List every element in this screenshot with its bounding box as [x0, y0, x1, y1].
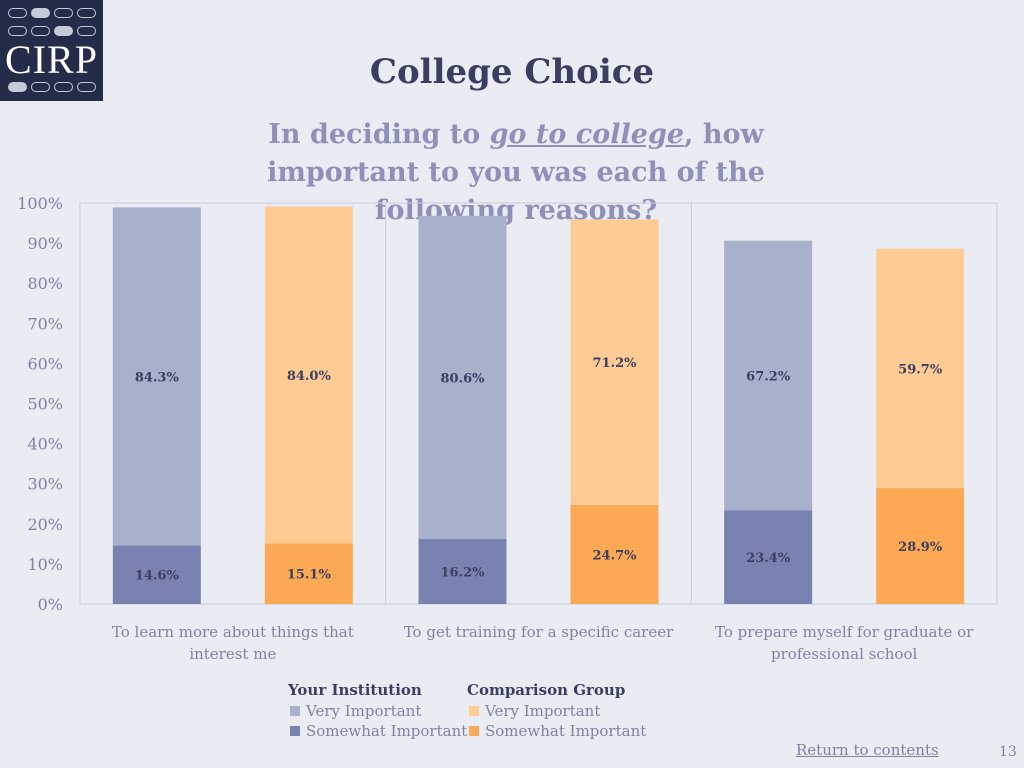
legend-inst-very: Very Important [290, 702, 421, 720]
stacked-bar-chart: 0% 10% 20% 30% 40% 50% 60% 70% 80% 90% 100% 14.6% 84… [17, 194, 998, 663]
legend-comp-very: Very Important [469, 702, 600, 720]
comp-very-swatch [469, 706, 479, 716]
category-label-line: professional school [771, 645, 917, 663]
bar-very-important [724, 240, 813, 511]
logo-text: CIRP [5, 37, 98, 82]
y-tick-label: 10% [27, 555, 63, 574]
data-label-somewhat: 15.1% [287, 568, 332, 583]
bar-very-important [264, 206, 353, 544]
category-label-line: To prepare myself for graduate or [715, 623, 974, 641]
y-tick-label: 40% [27, 435, 63, 454]
data-label-somewhat: 23.4% [746, 551, 791, 566]
bar-somewhat-important [570, 504, 659, 604]
y-tick-label: 100% [17, 194, 63, 213]
data-label-very: 59.7% [898, 362, 943, 377]
bar-very-important [112, 207, 201, 546]
legend-inst-somewhat-label: Somewhat Important [306, 722, 468, 740]
y-tick-label: 60% [27, 354, 63, 373]
data-label-somewhat: 24.7% [592, 548, 637, 563]
bar-very-important [876, 248, 965, 489]
legend-comparison-title: Comparison Group [467, 681, 626, 699]
inst-very-swatch [290, 706, 300, 716]
category-label-line: To learn more about things that [112, 623, 354, 641]
page-number: 13 [999, 744, 1017, 760]
y-tick-label: 90% [27, 234, 63, 253]
subtitle-emphasis: go to college [489, 119, 685, 150]
inst-somewhat-swatch [290, 726, 300, 736]
comp-somewhat-swatch [469, 726, 479, 736]
y-tick-label: 50% [27, 395, 63, 414]
legend-inst-very-label: Very Important [306, 702, 422, 720]
legend-inst-somewhat: Somewhat Important [290, 722, 467, 740]
category-label: To learn more about things that interest … [112, 623, 354, 663]
data-label-very: 67.2% [746, 369, 791, 384]
bar-somewhat-important [724, 510, 813, 604]
bar-very-important [570, 219, 659, 505]
y-tick-label: 30% [27, 475, 63, 494]
cirp-logo: CIRP [0, 0, 103, 101]
y-tick-label: 70% [27, 314, 63, 333]
bar-very-important [418, 215, 507, 540]
category-label: To get training for a specific career [404, 623, 674, 641]
page-title: College Choice [369, 52, 655, 92]
y-tick-label: 80% [27, 274, 63, 293]
y-tick-label: 20% [27, 515, 63, 534]
legend-institution-title: Your Institution [288, 681, 422, 699]
data-label-very: 71.2% [592, 356, 637, 371]
subtitle-part1: In deciding to [268, 119, 490, 150]
category-label-line: interest me [189, 645, 276, 663]
data-label-somewhat: 16.2% [440, 566, 485, 581]
data-label-very: 84.0% [287, 369, 332, 384]
bar-somewhat-important [876, 488, 965, 604]
data-label-very: 84.3% [135, 370, 180, 385]
bar-somewhat-important [264, 543, 353, 604]
return-to-contents-link[interactable]: Return to contents [796, 741, 939, 759]
y-tick-label: 0% [38, 595, 63, 614]
legend-comp-somewhat: Somewhat Important [469, 722, 646, 740]
data-label-somewhat: 14.6% [135, 569, 180, 584]
legend-comp-very-label: Very Important [485, 702, 601, 720]
bar-somewhat-important [418, 539, 507, 604]
category-label: To prepare myself for graduate or profess… [715, 623, 974, 663]
data-label-somewhat: 28.9% [898, 540, 943, 555]
legend-comp-somewhat-label: Somewhat Important [485, 722, 647, 740]
category-label-line: To get training for a specific career [404, 623, 674, 641]
data-label-very: 80.6% [440, 371, 485, 386]
bar-somewhat-important [112, 545, 201, 604]
plot-frame [79, 202, 998, 605]
